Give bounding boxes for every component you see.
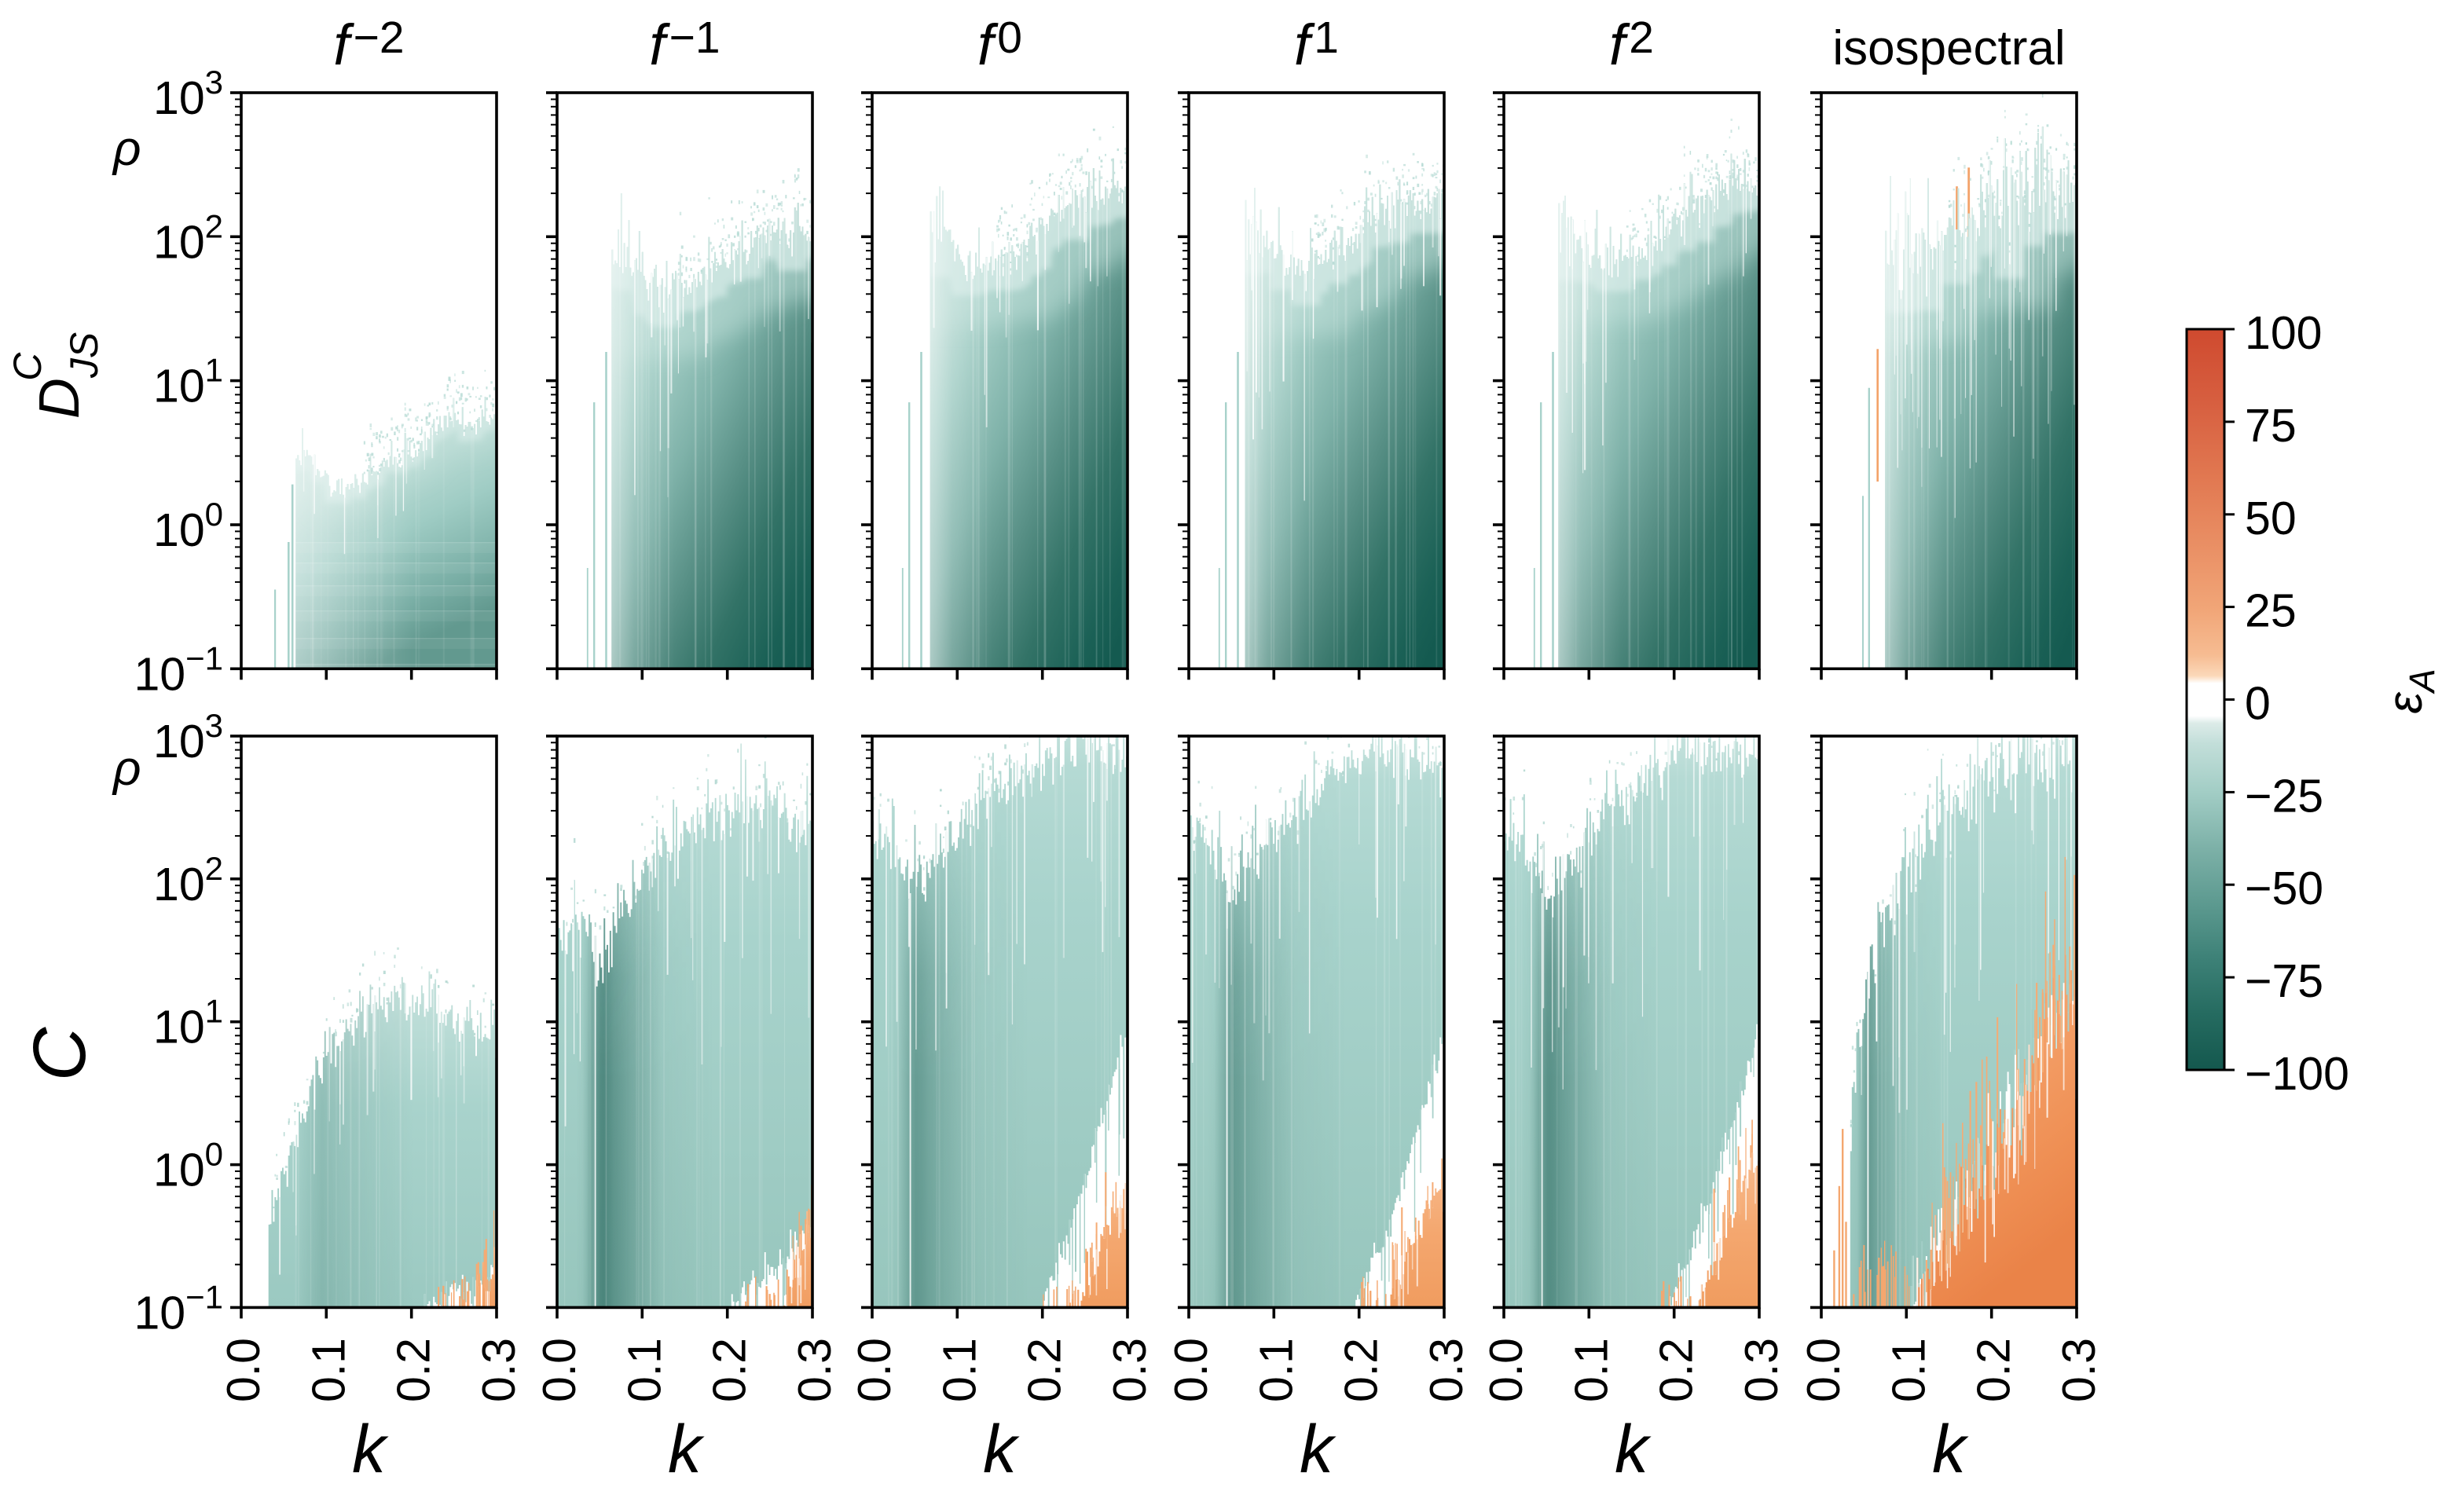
svg-text:25: 25 — [2245, 585, 2297, 637]
svg-text:k: k — [983, 1412, 1020, 1487]
svg-text:ρ: ρ — [112, 742, 141, 796]
svg-text:k: k — [352, 1412, 389, 1487]
svg-text:100: 100 — [2245, 307, 2322, 359]
svg-text:50: 50 — [2245, 493, 2297, 544]
svg-text:0.2: 0.2 — [1968, 1338, 2020, 1402]
svg-text:0.2: 0.2 — [1651, 1338, 1703, 1402]
svg-text:0.0: 0.0 — [849, 1338, 900, 1402]
svg-text:0.3: 0.3 — [789, 1338, 841, 1402]
svg-text:−100: −100 — [2245, 1048, 2349, 1100]
svg-text:0.3: 0.3 — [1421, 1338, 1472, 1402]
svg-text:−50: −50 — [2245, 863, 2323, 914]
svg-text:0.0: 0.0 — [534, 1338, 585, 1402]
svg-text:0.3: 0.3 — [1736, 1338, 1788, 1402]
svg-text:0.2: 0.2 — [1019, 1338, 1071, 1402]
svg-text:0.0: 0.0 — [218, 1338, 270, 1402]
svg-text:0.1: 0.1 — [1883, 1338, 1934, 1402]
svg-text:ρ: ρ — [112, 122, 141, 176]
svg-text:0.2: 0.2 — [704, 1338, 756, 1402]
svg-text:0.3: 0.3 — [2053, 1338, 2105, 1402]
svg-text:103: 103 — [153, 64, 223, 125]
svg-text:0.1: 0.1 — [618, 1338, 670, 1402]
svg-text:0.1: 0.1 — [1250, 1338, 1302, 1402]
svg-text:k: k — [1615, 1412, 1652, 1487]
svg-text:0: 0 — [2245, 678, 2271, 730]
svg-text:75: 75 — [2245, 400, 2297, 452]
svg-text:0.0: 0.0 — [1165, 1338, 1217, 1402]
svg-text:0.1: 0.1 — [933, 1338, 985, 1402]
svg-text:0.2: 0.2 — [388, 1338, 440, 1402]
svg-text:C: C — [18, 1026, 101, 1081]
svg-text:0.3: 0.3 — [473, 1338, 525, 1402]
svg-text:0.1: 0.1 — [1565, 1338, 1617, 1402]
svg-text:0.0: 0.0 — [1798, 1338, 1850, 1402]
svg-text:0.3: 0.3 — [1104, 1338, 1156, 1402]
svg-text:−25: −25 — [2245, 770, 2323, 822]
svg-text:−75: −75 — [2245, 955, 2323, 1007]
svg-text:isospectral: isospectral — [1832, 21, 2065, 75]
svg-text:k: k — [1932, 1412, 1969, 1487]
svg-text:100: 100 — [153, 496, 223, 557]
svg-text:0.1: 0.1 — [302, 1338, 354, 1402]
svg-text:0.0: 0.0 — [1480, 1338, 1532, 1402]
svg-text:k: k — [668, 1412, 705, 1487]
svg-text:0.2: 0.2 — [1336, 1338, 1388, 1402]
svg-text:k: k — [1300, 1412, 1336, 1487]
